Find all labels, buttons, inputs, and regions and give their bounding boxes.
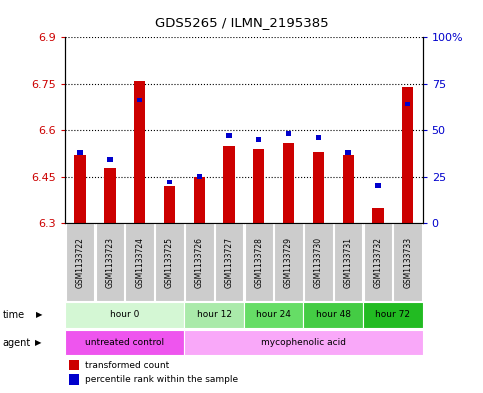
Bar [313, 152, 324, 224]
Bar [402, 87, 413, 224]
Text: mycophenolic acid: mycophenolic acid [261, 338, 346, 347]
Bar [334, 224, 362, 301]
Bar [256, 137, 261, 141]
Text: percentile rank within the sample: percentile rank within the sample [85, 375, 238, 384]
Text: time: time [2, 310, 25, 320]
Text: GSM1133727: GSM1133727 [225, 237, 233, 288]
Text: hour 48: hour 48 [316, 310, 351, 320]
Bar [286, 131, 291, 136]
Bar [253, 149, 265, 224]
Bar [197, 174, 202, 179]
Text: GSM1133728: GSM1133728 [255, 237, 263, 288]
Text: GSM1133733: GSM1133733 [403, 237, 412, 288]
Bar [104, 168, 115, 224]
Bar [215, 224, 243, 301]
Text: hour 12: hour 12 [197, 310, 232, 320]
Bar [375, 184, 381, 188]
Bar [372, 208, 384, 224]
Text: untreated control: untreated control [85, 338, 164, 347]
Bar [137, 98, 142, 103]
Bar [167, 180, 172, 184]
Bar [185, 303, 244, 327]
Bar [304, 224, 333, 301]
Bar [77, 150, 83, 154]
Bar [66, 224, 94, 301]
Bar [185, 224, 213, 301]
Text: GSM1133729: GSM1133729 [284, 237, 293, 288]
Text: GDS5265 / ILMN_2195385: GDS5265 / ILMN_2195385 [155, 16, 328, 29]
Text: GSM1133726: GSM1133726 [195, 237, 204, 288]
Bar [65, 331, 185, 355]
Bar [155, 224, 184, 301]
Bar [364, 224, 392, 301]
Bar [342, 155, 354, 224]
Bar [126, 224, 154, 301]
Bar [96, 224, 124, 301]
Text: agent: agent [2, 338, 30, 348]
Bar [134, 81, 145, 224]
Text: GSM1133723: GSM1133723 [105, 237, 114, 288]
Bar [227, 133, 232, 138]
Bar [74, 155, 86, 224]
Bar [405, 101, 411, 106]
Bar [69, 360, 79, 371]
Bar [363, 303, 423, 327]
Text: GSM1133730: GSM1133730 [314, 237, 323, 288]
Text: GSM1133725: GSM1133725 [165, 237, 174, 288]
Text: GSM1133722: GSM1133722 [76, 237, 85, 288]
Bar [65, 303, 185, 327]
Bar [316, 135, 321, 140]
Bar [194, 177, 205, 224]
Bar [107, 157, 113, 162]
Text: GSM1133724: GSM1133724 [135, 237, 144, 288]
Bar [223, 146, 235, 224]
Bar [283, 143, 294, 224]
Text: hour 0: hour 0 [110, 310, 140, 320]
Bar [244, 224, 273, 301]
Text: hour 72: hour 72 [375, 310, 411, 320]
Text: transformed count: transformed count [85, 361, 169, 370]
Bar [345, 150, 351, 154]
Bar [185, 331, 423, 355]
Bar [69, 374, 79, 385]
Text: GSM1133731: GSM1133731 [344, 237, 353, 288]
Text: GSM1133732: GSM1133732 [373, 237, 383, 288]
Bar [164, 186, 175, 224]
Text: hour 24: hour 24 [256, 310, 291, 320]
Bar [244, 303, 303, 327]
Bar [274, 224, 303, 301]
Text: ▶: ▶ [36, 310, 43, 320]
Bar [394, 224, 422, 301]
Text: ▶: ▶ [35, 338, 41, 347]
Bar [303, 303, 363, 327]
